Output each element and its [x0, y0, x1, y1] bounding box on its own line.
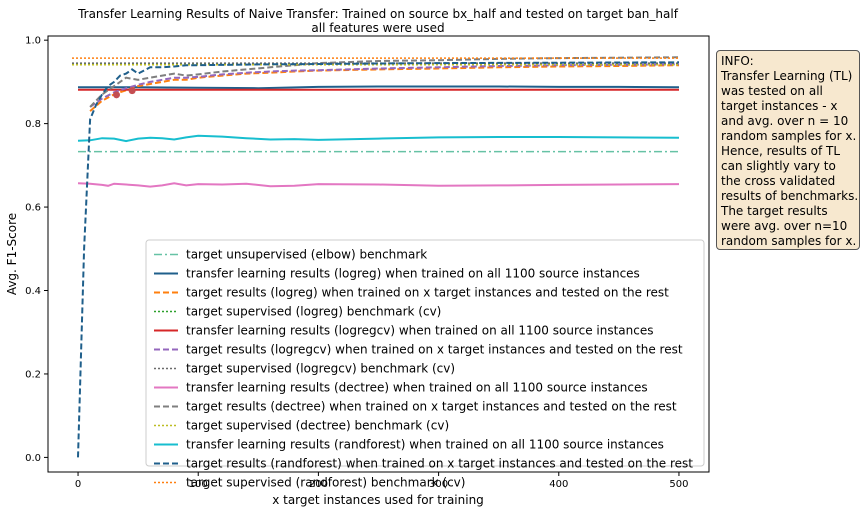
- series-line-8: [77, 182, 680, 188]
- series-line-11: [77, 134, 680, 143]
- y-tick-label: 0.8: [25, 119, 41, 130]
- info-line: random samples for x.: [721, 234, 857, 248]
- x-tick-label: 300: [429, 479, 448, 490]
- y-tick-label: 0.2: [25, 369, 41, 380]
- info-line: INFO:: [721, 54, 754, 68]
- data-marker-2: [128, 87, 136, 95]
- info-line: random samples for x.: [721, 129, 857, 143]
- legend-label-9: target results (dectree) when trained on…: [186, 400, 677, 414]
- legend-label-12: target results (randforest) when trained…: [186, 457, 693, 471]
- x-tick-label: 400: [549, 479, 568, 490]
- y-tick-label: 0.0: [25, 453, 41, 464]
- series-line-2: [78, 85, 680, 90]
- legend-label-13: target supervised (randforest) benchmark…: [186, 476, 465, 490]
- x-tick-label: 500: [669, 479, 688, 490]
- marker-group: [113, 87, 136, 99]
- legend-label-4: target supervised (logreg) benchmark (cv…: [186, 305, 441, 319]
- series-line-9: [89, 56, 680, 108]
- info-line: The target results: [721, 204, 828, 218]
- legend-label-5: transfer learning results (logregcv) whe…: [186, 324, 654, 338]
- legend-label-3: target results (logreg) when trained on …: [186, 286, 669, 300]
- info-line: was tested on all: [721, 84, 823, 98]
- axis-ticks: 0 100 200 300 400 500 0.0 0.2 0.4 0.6 0.8 1.0: [25, 36, 688, 490]
- info-line: the cross validated: [721, 174, 836, 188]
- chart-subtitle: all features were used: [311, 21, 444, 35]
- y-tick-label: 1.0: [25, 36, 41, 47]
- x-tick-label: 200: [309, 479, 328, 490]
- chart-title: Transfer Learning Results of Naive Trans…: [77, 7, 679, 21]
- legend-label-8: transfer learning results (dectree) when…: [186, 381, 648, 395]
- info-line: Hence, results of TL: [721, 144, 841, 158]
- data-marker-1: [113, 91, 121, 99]
- legend-label-1: target unsupervised (elbow) benchmark: [186, 248, 427, 262]
- info-box: INFO: Transfer Learning (TL) was tested on…: [716, 50, 860, 250]
- y-tick-label: 0.6: [25, 203, 41, 214]
- legend-label-10: target supervised (dectree) benchmark (c…: [186, 419, 449, 433]
- legend-label-11: transfer learning results (randforest) w…: [186, 438, 664, 452]
- info-line: target instances - x: [721, 99, 838, 113]
- info-line: results of benchmarks.: [721, 189, 859, 203]
- legend-frame: [145, 239, 705, 467]
- legend-label-6: target results (logregcv) when trained o…: [186, 343, 683, 357]
- info-line: and avg. over n = 10: [721, 114, 849, 128]
- y-tick-label: 0.4: [25, 286, 41, 297]
- info-line: were avg. over n=10: [721, 219, 848, 233]
- legend-label-7: target supervised (logregcv) benchmark (…: [186, 362, 455, 376]
- series-line-6: [89, 63, 680, 108]
- info-line: Transfer Learning (TL): [721, 69, 853, 83]
- legend-label-2: transfer learning results (logreg) when …: [186, 267, 640, 281]
- x-axis-label: x target instances used for training: [272, 493, 484, 507]
- y-axis-label: Avg. F1-Score: [5, 213, 19, 295]
- x-tick-label: 100: [189, 479, 208, 490]
- chart-legend: target unsupervised (elbow) benchmark tra…: [145, 239, 705, 490]
- x-tick-label: 0: [75, 479, 81, 490]
- plot-frame: [47, 35, 710, 473]
- info-line: can slightly vary to: [721, 159, 836, 173]
- series-line-12: [77, 61, 680, 458]
